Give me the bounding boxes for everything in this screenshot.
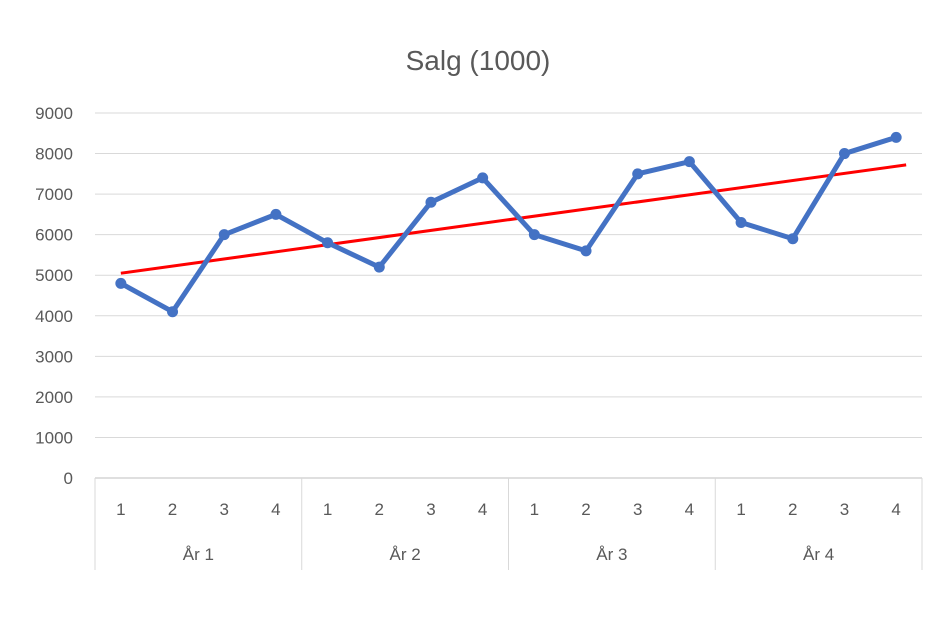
x-group-label: År 1 [183,545,214,564]
y-tick-label: 2000 [35,388,73,407]
x-tick-label: 4 [891,500,900,519]
x-tick-label: 3 [219,500,228,519]
chart-title: Salg (1000) [406,45,551,76]
series-line [118,134,899,315]
trendline-layer [120,163,907,275]
y-tick-label: 6000 [35,226,73,245]
data-point [477,172,489,184]
data-point [425,196,437,208]
y-tick-label: 7000 [35,185,73,204]
data-point [115,277,127,289]
x-tick-label: 1 [530,500,539,519]
y-tick-label: 1000 [35,428,73,447]
x-tick-label: 1 [116,500,125,519]
x-tick-label: 4 [478,500,487,519]
data-point [373,261,385,273]
trendline [120,163,907,275]
data-point [632,168,644,180]
x-tick-label: 3 [426,500,435,519]
x-tick-label: 2 [581,500,590,519]
y-tick-label: 0 [64,469,73,488]
x-tick-label: 2 [788,500,797,519]
data-point [787,233,799,245]
series-layer [115,131,902,318]
x-group-label: År 2 [390,545,421,564]
data-point [528,229,540,241]
x-tick-label: 1 [323,500,332,519]
data-point [218,229,230,241]
data-point [580,245,592,257]
data-point [890,131,902,143]
x-tick-label: 4 [685,500,694,519]
data-point [270,208,282,220]
data-point [735,217,747,228]
y-axis-tick-labels: 0 1000 2000 3000 4000 5000 6000 7000 8000 9000 [35,104,73,488]
x-tick-label: 3 [633,500,642,519]
y-tick-label: 5000 [35,266,73,285]
x-tick-label: 4 [271,500,280,519]
gridlines [95,112,922,479]
x-group-label: År 3 [596,545,627,564]
data-point [683,156,695,168]
data-point [322,237,334,249]
y-tick-label: 4000 [35,307,73,326]
data-point [167,306,179,318]
x-tick-label: 3 [840,500,849,519]
data-point [838,148,850,160]
y-tick-label: 8000 [35,145,73,164]
y-tick-label: 3000 [35,347,73,366]
y-tick-label: 9000 [35,104,73,123]
x-tick-label: 1 [736,500,745,519]
x-tick-label: 2 [375,500,384,519]
x-tick-label: 2 [168,500,177,519]
x-group-label: År 4 [803,545,834,564]
x-axis: 1 2 3 4 1 2 3 4 1 2 3 4 1 2 3 4 År 1 År 2 År 3 År 4 [94,478,923,570]
